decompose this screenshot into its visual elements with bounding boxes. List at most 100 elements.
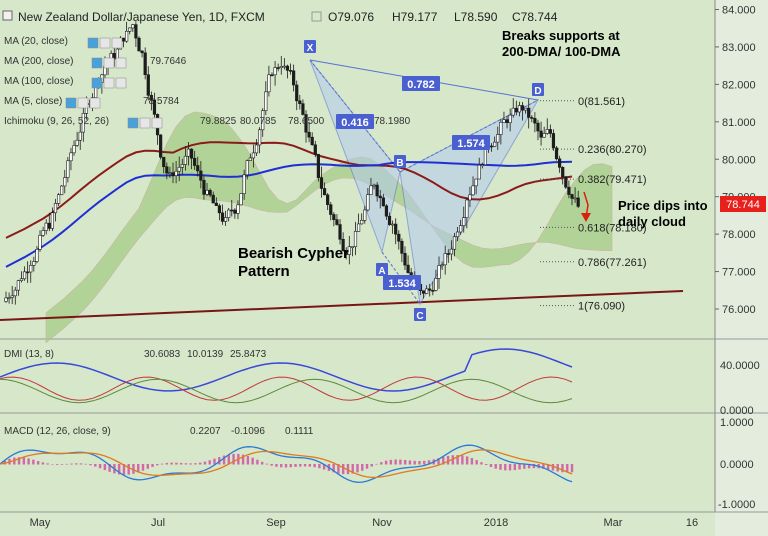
legend-settings-icon[interactable] — [91, 57, 103, 69]
ma5-label: MA (5, close) — [4, 96, 62, 107]
candle — [276, 63, 280, 72]
candle — [319, 166, 324, 198]
legend-settings-icon[interactable] — [115, 77, 127, 89]
ma200-label: MA (200, close) — [4, 56, 73, 67]
point-x-label: X — [307, 43, 314, 54]
candle — [542, 126, 546, 138]
candle — [168, 166, 172, 178]
candle — [431, 281, 435, 296]
legend-settings-icon[interactable] — [139, 117, 151, 129]
candle — [295, 80, 299, 111]
point-b-label: B — [396, 158, 403, 169]
candle — [199, 161, 203, 189]
candle — [372, 183, 376, 190]
legend-icons[interactable] — [65, 37, 163, 129]
candle — [261, 108, 265, 137]
candle — [493, 136, 497, 147]
ichimoku-v4: 78.1980 — [374, 116, 411, 127]
candle — [60, 185, 64, 196]
candle — [134, 21, 138, 47]
candle — [29, 260, 33, 283]
candle — [149, 91, 153, 111]
dip-arrow-head — [581, 213, 591, 222]
ratio-bd: 1.574 — [457, 138, 485, 150]
candle — [214, 197, 218, 207]
candle — [186, 141, 191, 166]
legend-settings-icon[interactable] — [115, 57, 127, 69]
ratio-ac: 1.534 — [388, 278, 416, 290]
candle — [44, 219, 48, 235]
legend-settings-icon[interactable] — [127, 117, 139, 129]
dmi-v2: 10.0139 — [187, 349, 224, 360]
candle — [462, 206, 466, 233]
candle — [177, 156, 181, 182]
price-tick-2: 82.000 — [722, 79, 756, 91]
candle — [576, 190, 580, 209]
legend-settings-icon[interactable] — [111, 37, 123, 49]
time-axis: May Jul Sep Nov 2018 Mar 16 — [30, 517, 699, 529]
legend-settings-icon[interactable] — [103, 77, 115, 89]
legend-settings-icon[interactable] — [89, 97, 101, 109]
legend-settings-icon[interactable] — [65, 97, 77, 109]
point-c-label: C — [416, 311, 423, 322]
support-trendline — [0, 290, 684, 321]
candle — [301, 99, 305, 116]
candle — [53, 198, 58, 222]
eye-icon[interactable] — [311, 11, 322, 22]
candle — [539, 121, 543, 146]
candle — [480, 162, 484, 169]
candle — [180, 158, 184, 176]
fib-level-4: 0.786(77.261) — [578, 257, 647, 269]
candle — [288, 63, 293, 75]
price-tick-3: 81.000 — [722, 117, 756, 129]
ma5-value: 78.5784 — [143, 96, 180, 107]
candle — [208, 188, 212, 198]
candle — [32, 256, 36, 272]
candle — [217, 203, 222, 221]
price-tick-6: 78.000 — [722, 229, 756, 241]
candle — [489, 143, 494, 152]
time-label-5: Mar — [604, 517, 623, 529]
candle — [242, 169, 246, 200]
candle — [545, 118, 549, 135]
legend-settings-icon[interactable] — [77, 97, 89, 109]
candle — [140, 50, 144, 58]
candle — [338, 219, 342, 245]
candle — [298, 94, 302, 110]
candle — [332, 212, 336, 227]
price-tick-7: 77.000 — [722, 267, 756, 279]
candle — [159, 134, 163, 160]
fib-level-3: 0.618(78.180) — [578, 222, 647, 234]
candle — [496, 126, 500, 150]
time-label-0: May — [30, 517, 51, 529]
candle — [233, 208, 237, 219]
legend-settings-icon[interactable] — [99, 37, 111, 49]
candle — [428, 283, 432, 297]
candle — [375, 182, 379, 202]
candle — [350, 246, 355, 257]
candle — [329, 201, 333, 221]
legend-settings-icon[interactable] — [103, 57, 115, 69]
candle — [193, 150, 197, 170]
candle — [282, 58, 286, 70]
collapse-icon[interactable] — [2, 10, 13, 21]
ma-100-line — [5, 141, 573, 239]
time-label-1: Jul — [151, 517, 165, 529]
candle — [446, 249, 450, 263]
ohlc-close: C78.744 — [512, 10, 558, 24]
candle — [137, 36, 141, 52]
legend-settings-icon[interactable] — [151, 117, 163, 129]
macd-tick-1: 1.0000 — [720, 417, 754, 429]
dmi-v1: 30.6083 — [144, 349, 181, 360]
ohlc-low: L78.590 — [454, 10, 498, 24]
legend-settings-icon[interactable] — [87, 37, 99, 49]
candle — [517, 101, 522, 117]
candle — [41, 226, 45, 237]
ichimoku-cloud — [45, 111, 613, 344]
candle — [304, 110, 308, 143]
time-label-2: Sep — [266, 517, 286, 529]
macd-tick-0: 0.0000 — [720, 459, 754, 471]
candle — [434, 269, 438, 292]
legend-settings-icon[interactable] — [91, 77, 103, 89]
